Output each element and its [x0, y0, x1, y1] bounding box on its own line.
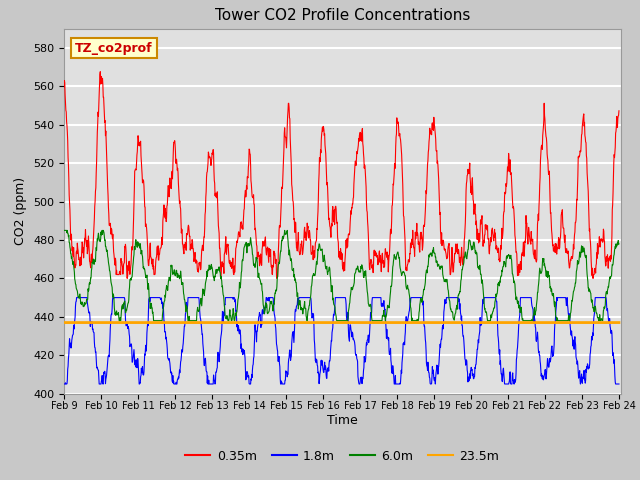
Legend: 0.35m, 1.8m, 6.0m, 23.5m: 0.35m, 1.8m, 6.0m, 23.5m: [180, 444, 504, 468]
Title: Tower CO2 Profile Concentrations: Tower CO2 Profile Concentrations: [214, 9, 470, 24]
Y-axis label: CO2 (ppm): CO2 (ppm): [15, 177, 28, 245]
X-axis label: Time: Time: [327, 414, 358, 427]
Text: TZ_co2prof: TZ_co2prof: [75, 42, 153, 55]
